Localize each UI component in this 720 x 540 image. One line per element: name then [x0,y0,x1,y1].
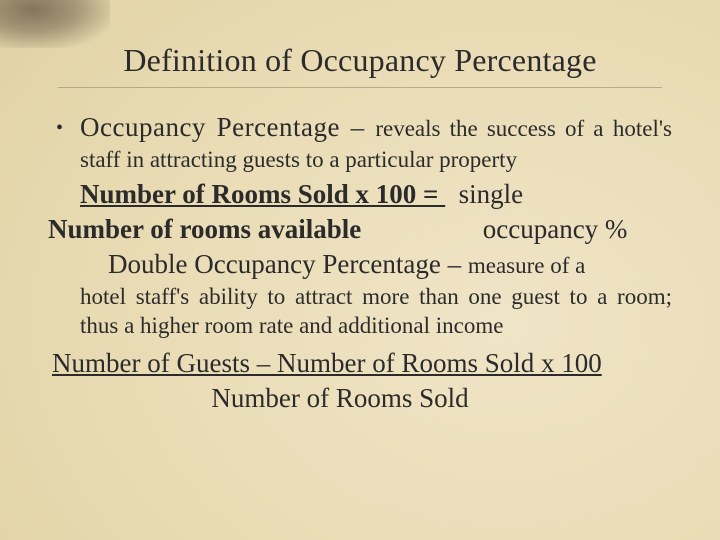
double-occupancy-block: Double Occupancy Percentage – measure of… [48,247,672,341]
bullet-text: Occupancy Percentage – reveals the succe… [80,110,672,175]
formula1-line1: Number of Rooms Sold x 100 = single [48,177,672,212]
double-desc-part2: hotel staff's ability to attract more th… [80,282,672,341]
formula1-line2: Number of rooms available occupancy % [48,212,672,247]
formula1-denominator: Number of rooms available [48,214,361,244]
formula-double-occupancy: Number of Guests – Number of Rooms Sold … [48,346,672,415]
formula1-result-word1: single [445,179,523,209]
formula-single-occupancy: Number of Rooms Sold x 100 = single Numb… [48,177,672,246]
formula2-denominator: Number of Rooms Sold [211,383,468,413]
slide-container: Definition of Occupancy Percentage • Occ… [0,0,720,540]
slide-body: • Occupancy Percentage – reveals the suc… [48,110,672,416]
bullet-marker: • [56,110,80,142]
term-double-occupancy: Double Occupancy Percentage [108,249,441,279]
formula2-numerator: Number of Guests – Number of Rooms Sold … [52,348,602,378]
formula1-result-word2: occupancy % [361,214,627,244]
occupancy-desc-part1: reveals the success of a [375,116,603,141]
slide-title: Definition of Occupancy Percentage [48,42,672,79]
formula2-line2: Number of Rooms Sold [8,381,672,416]
bullet-item-occupancy: • Occupancy Percentage – reveals the suc… [56,110,672,175]
dash-sep-1: – [340,112,375,142]
formula1-numerator: Number of Rooms Sold x 100 = [80,179,445,209]
dash-sep-2: – [441,249,468,279]
double-desc-part1: measure of a [468,253,586,278]
title-underline-rule [58,87,662,88]
formula2-line1: Number of Guests – Number of Rooms Sold … [48,346,672,381]
term-occupancy-percentage: Occupancy Percentage [80,112,340,142]
